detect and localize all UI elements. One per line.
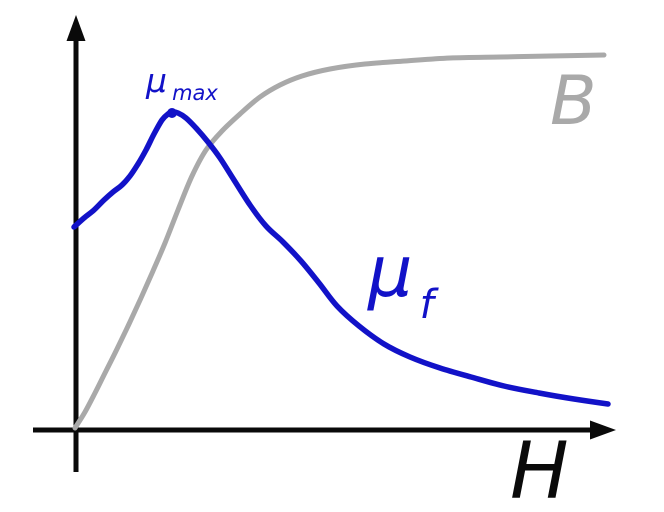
mu-f-label-sub: f <box>420 282 440 328</box>
mu-max-marker <box>167 108 177 118</box>
b-curve-label: B <box>550 62 597 141</box>
mu-curve <box>71 109 611 407</box>
mu-f-label-base: μ <box>367 231 413 313</box>
mu-max-label: μ max <box>145 61 218 105</box>
mu-f-label: μ f <box>367 231 440 328</box>
x-axis-label: H <box>510 427 569 512</box>
mu-max-label-base: μ <box>145 61 167 100</box>
b-curve <box>72 52 607 431</box>
mu-max-label-sub: max <box>172 81 218 105</box>
y-axis-arrowhead-icon <box>66 15 86 41</box>
x-axis-arrowhead-icon <box>590 420 616 440</box>
